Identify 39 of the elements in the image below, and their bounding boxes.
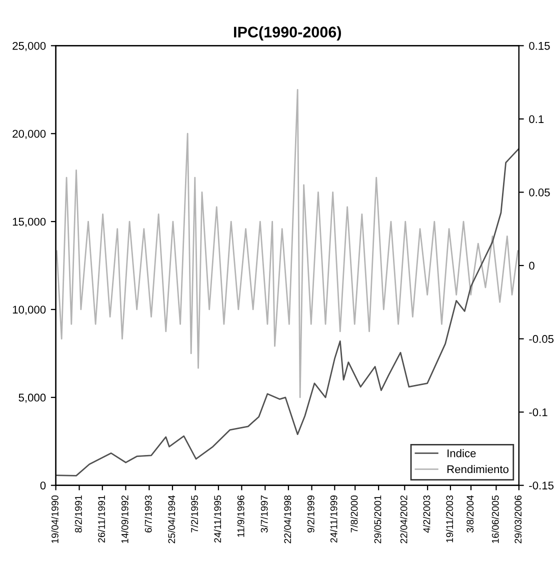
y2-tick-label: 0.05 [529, 188, 550, 196]
x-tick-label: 29/03/2006 [514, 495, 522, 544]
y2-tick-label: -0.1 [529, 408, 548, 416]
y2-tick-label: -0.05 [529, 335, 554, 343]
x-tick-label: 16/06/2005 [492, 495, 499, 543]
x-tick-label: 7/8/2000 [350, 495, 358, 532]
x-tick-label: 3/7/1997 [260, 496, 268, 533]
line-series [56, 88, 519, 398]
legend-label: Rendimiento [447, 464, 508, 474]
x-tick-label: 6/7/1993 [144, 495, 152, 532]
x-tick-label: 24/11/1999 [330, 496, 338, 543]
x-tick-label: 11/9/1996 [237, 495, 244, 537]
x-tick-label: 7/2/1995 [190, 495, 198, 532]
x-tick-label: 19/11/2003 [446, 495, 454, 542]
y-tick-label: 10,000 [12, 306, 46, 315]
x-tick-label: 3/8/2004 [466, 495, 474, 533]
x-tick-label: 22/04/2002 [400, 496, 408, 544]
x-tick-label: 19/04/1990 [51, 495, 58, 543]
x-tick-label: 25/04/1994 [168, 495, 176, 544]
y-tick-label: 0 [40, 482, 46, 490]
y-tick-label: 15,000 [12, 218, 46, 227]
y2-tick-label: 0.15 [529, 42, 550, 50]
y-tick-label: 5,000 [18, 394, 46, 403]
y-tick-label: 25,000 [12, 42, 46, 52]
y2-tick-label: 0 [529, 262, 534, 270]
x-tick-label: 8/2/1991 [74, 496, 82, 532]
line-series [56, 148, 519, 476]
x-tick-label: 29/05/2001 [374, 496, 382, 544]
y-tick-label: 20,000 [12, 130, 46, 140]
x-tick-label: 14/09/1992 [121, 496, 128, 543]
legend-label: Indice [448, 449, 476, 458]
y2-tick-label: 0.1 [529, 115, 544, 124]
y2-tick-label: -0.15 [529, 482, 554, 490]
x-tick-label: 4/2/2003 [423, 495, 430, 533]
chart-title: IPC(1990-2006) [234, 26, 341, 41]
x-tick-label: 22/04/1998 [284, 495, 292, 544]
x-tick-label: 26/11/1991 [98, 496, 106, 543]
x-tick-label: 24/11/1995 [214, 495, 222, 543]
x-tick-label: 9/2/1999 [307, 496, 314, 532]
